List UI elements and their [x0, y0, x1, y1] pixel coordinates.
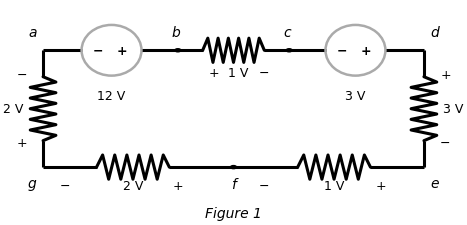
- Text: −: −: [93, 45, 103, 58]
- Text: −: −: [59, 180, 70, 192]
- Text: −: −: [16, 69, 27, 82]
- Text: +: +: [361, 45, 371, 58]
- Text: e: e: [431, 176, 439, 190]
- Text: 1 V: 1 V: [227, 66, 248, 79]
- Text: 3 V: 3 V: [345, 90, 366, 102]
- Text: +: +: [376, 180, 387, 192]
- Circle shape: [175, 50, 181, 53]
- Text: +: +: [209, 66, 219, 79]
- Text: +: +: [440, 69, 451, 82]
- Text: g: g: [28, 176, 36, 190]
- Text: c: c: [283, 26, 291, 40]
- Circle shape: [231, 166, 236, 169]
- Text: 2 V: 2 V: [3, 103, 24, 116]
- Text: a: a: [28, 26, 36, 40]
- Circle shape: [286, 50, 292, 53]
- Text: 1 V: 1 V: [324, 180, 344, 192]
- Text: −: −: [258, 180, 269, 192]
- Text: −: −: [440, 137, 451, 150]
- Text: 2 V: 2 V: [123, 180, 143, 192]
- Text: d: d: [431, 26, 439, 40]
- Text: +: +: [16, 137, 27, 150]
- Text: 3 V: 3 V: [443, 103, 464, 116]
- Text: f: f: [231, 177, 236, 191]
- Text: +: +: [117, 45, 127, 58]
- Text: Figure 1: Figure 1: [205, 206, 262, 220]
- Text: −: −: [258, 66, 269, 79]
- Text: 12 V: 12 V: [98, 90, 126, 102]
- Text: −: −: [337, 45, 347, 58]
- Text: b: b: [171, 26, 180, 40]
- Text: +: +: [172, 180, 183, 192]
